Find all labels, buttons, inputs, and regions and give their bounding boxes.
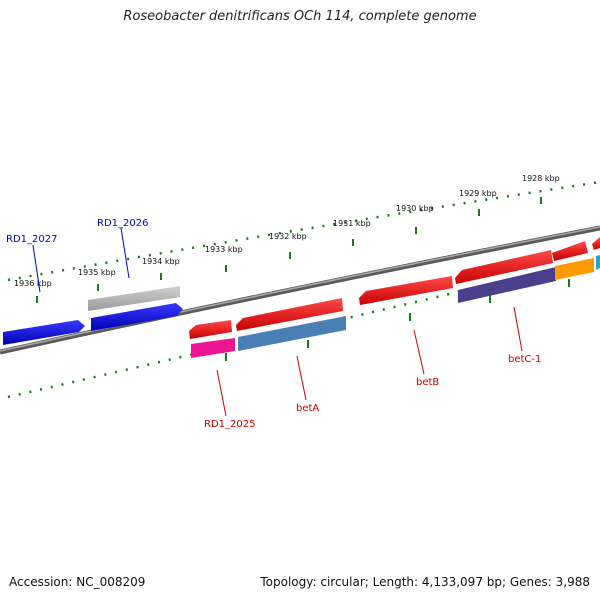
- feature-bar-orange[interactable]: [555, 258, 594, 280]
- tick-label-1935: 1935 kbp: [78, 268, 116, 277]
- forward-scale-line: [7, 180, 600, 282]
- gene-arrow-rd1-2026-grey[interactable]: [88, 286, 180, 311]
- tick-label-1932: 1932 kbp: [269, 232, 307, 241]
- feature-bar-betA[interactable]: [238, 316, 346, 351]
- feature-bar-betC1[interactable]: [458, 267, 556, 303]
- accession-text: Accession: NC_008209: [9, 575, 146, 589]
- gene-arrow-rd1-2026[interactable]: [91, 303, 183, 331]
- gene-label-rd1-2026[interactable]: RD1_2026: [97, 218, 148, 229]
- genome-backbone-highlight: [0, 226, 600, 352]
- connector-rd1-2026: [120, 227, 130, 279]
- gene-arrow-right-red[interactable]: [552, 241, 588, 261]
- gene-arrow-edge-red[interactable]: [592, 237, 600, 250]
- connector-rd1-2027: [32, 244, 41, 293]
- gene-arrow-rd1-2027[interactable]: [3, 320, 85, 345]
- tick-label-1929: 1929 kbp: [459, 189, 497, 198]
- connector-betC1: [513, 306, 523, 352]
- genome-backbone: [0, 225, 600, 355]
- gene-arrow-betB[interactable]: [359, 276, 453, 305]
- tick-label-1928: 1928 kbp: [522, 174, 560, 183]
- tick-label-1931: 1931 kbp: [333, 219, 371, 228]
- gene-label-betB[interactable]: betB: [416, 377, 439, 388]
- connector-rd1-2025: [216, 369, 227, 417]
- connector-betA: [296, 355, 307, 401]
- gene-label-rd1-2027[interactable]: RD1_2027: [6, 234, 57, 245]
- connector-betB: [413, 329, 425, 375]
- gene-arrow-betC1-red[interactable]: [455, 250, 553, 284]
- tick-label-1930: 1930 kbp: [396, 204, 434, 213]
- gene-label-rd1-2025[interactable]: RD1_2025: [204, 419, 255, 430]
- map-title: Roseobacter denitrificans OCh 114, compl…: [123, 9, 477, 24]
- gene-arrow-betA-red[interactable]: [236, 298, 343, 331]
- tick-label-1934: 1934 kbp: [142, 257, 180, 266]
- gene-arrow-rd1-2025-red[interactable]: [189, 320, 232, 339]
- tick-label-1933: 1933 kbp: [205, 245, 243, 254]
- feature-bar-rd1-2025[interactable]: [191, 338, 235, 358]
- gene-label-betA[interactable]: betA: [296, 403, 319, 414]
- tick-label-1936: 1936 kbp: [14, 279, 52, 288]
- gene-label-betC1[interactable]: betC-1: [508, 354, 541, 365]
- genome-summary-text: Topology: circular; Length: 4,133,097 bp…: [260, 575, 590, 589]
- feature-bar-cyan[interactable]: [596, 255, 600, 270]
- scale-major-ticks: [36, 197, 570, 361]
